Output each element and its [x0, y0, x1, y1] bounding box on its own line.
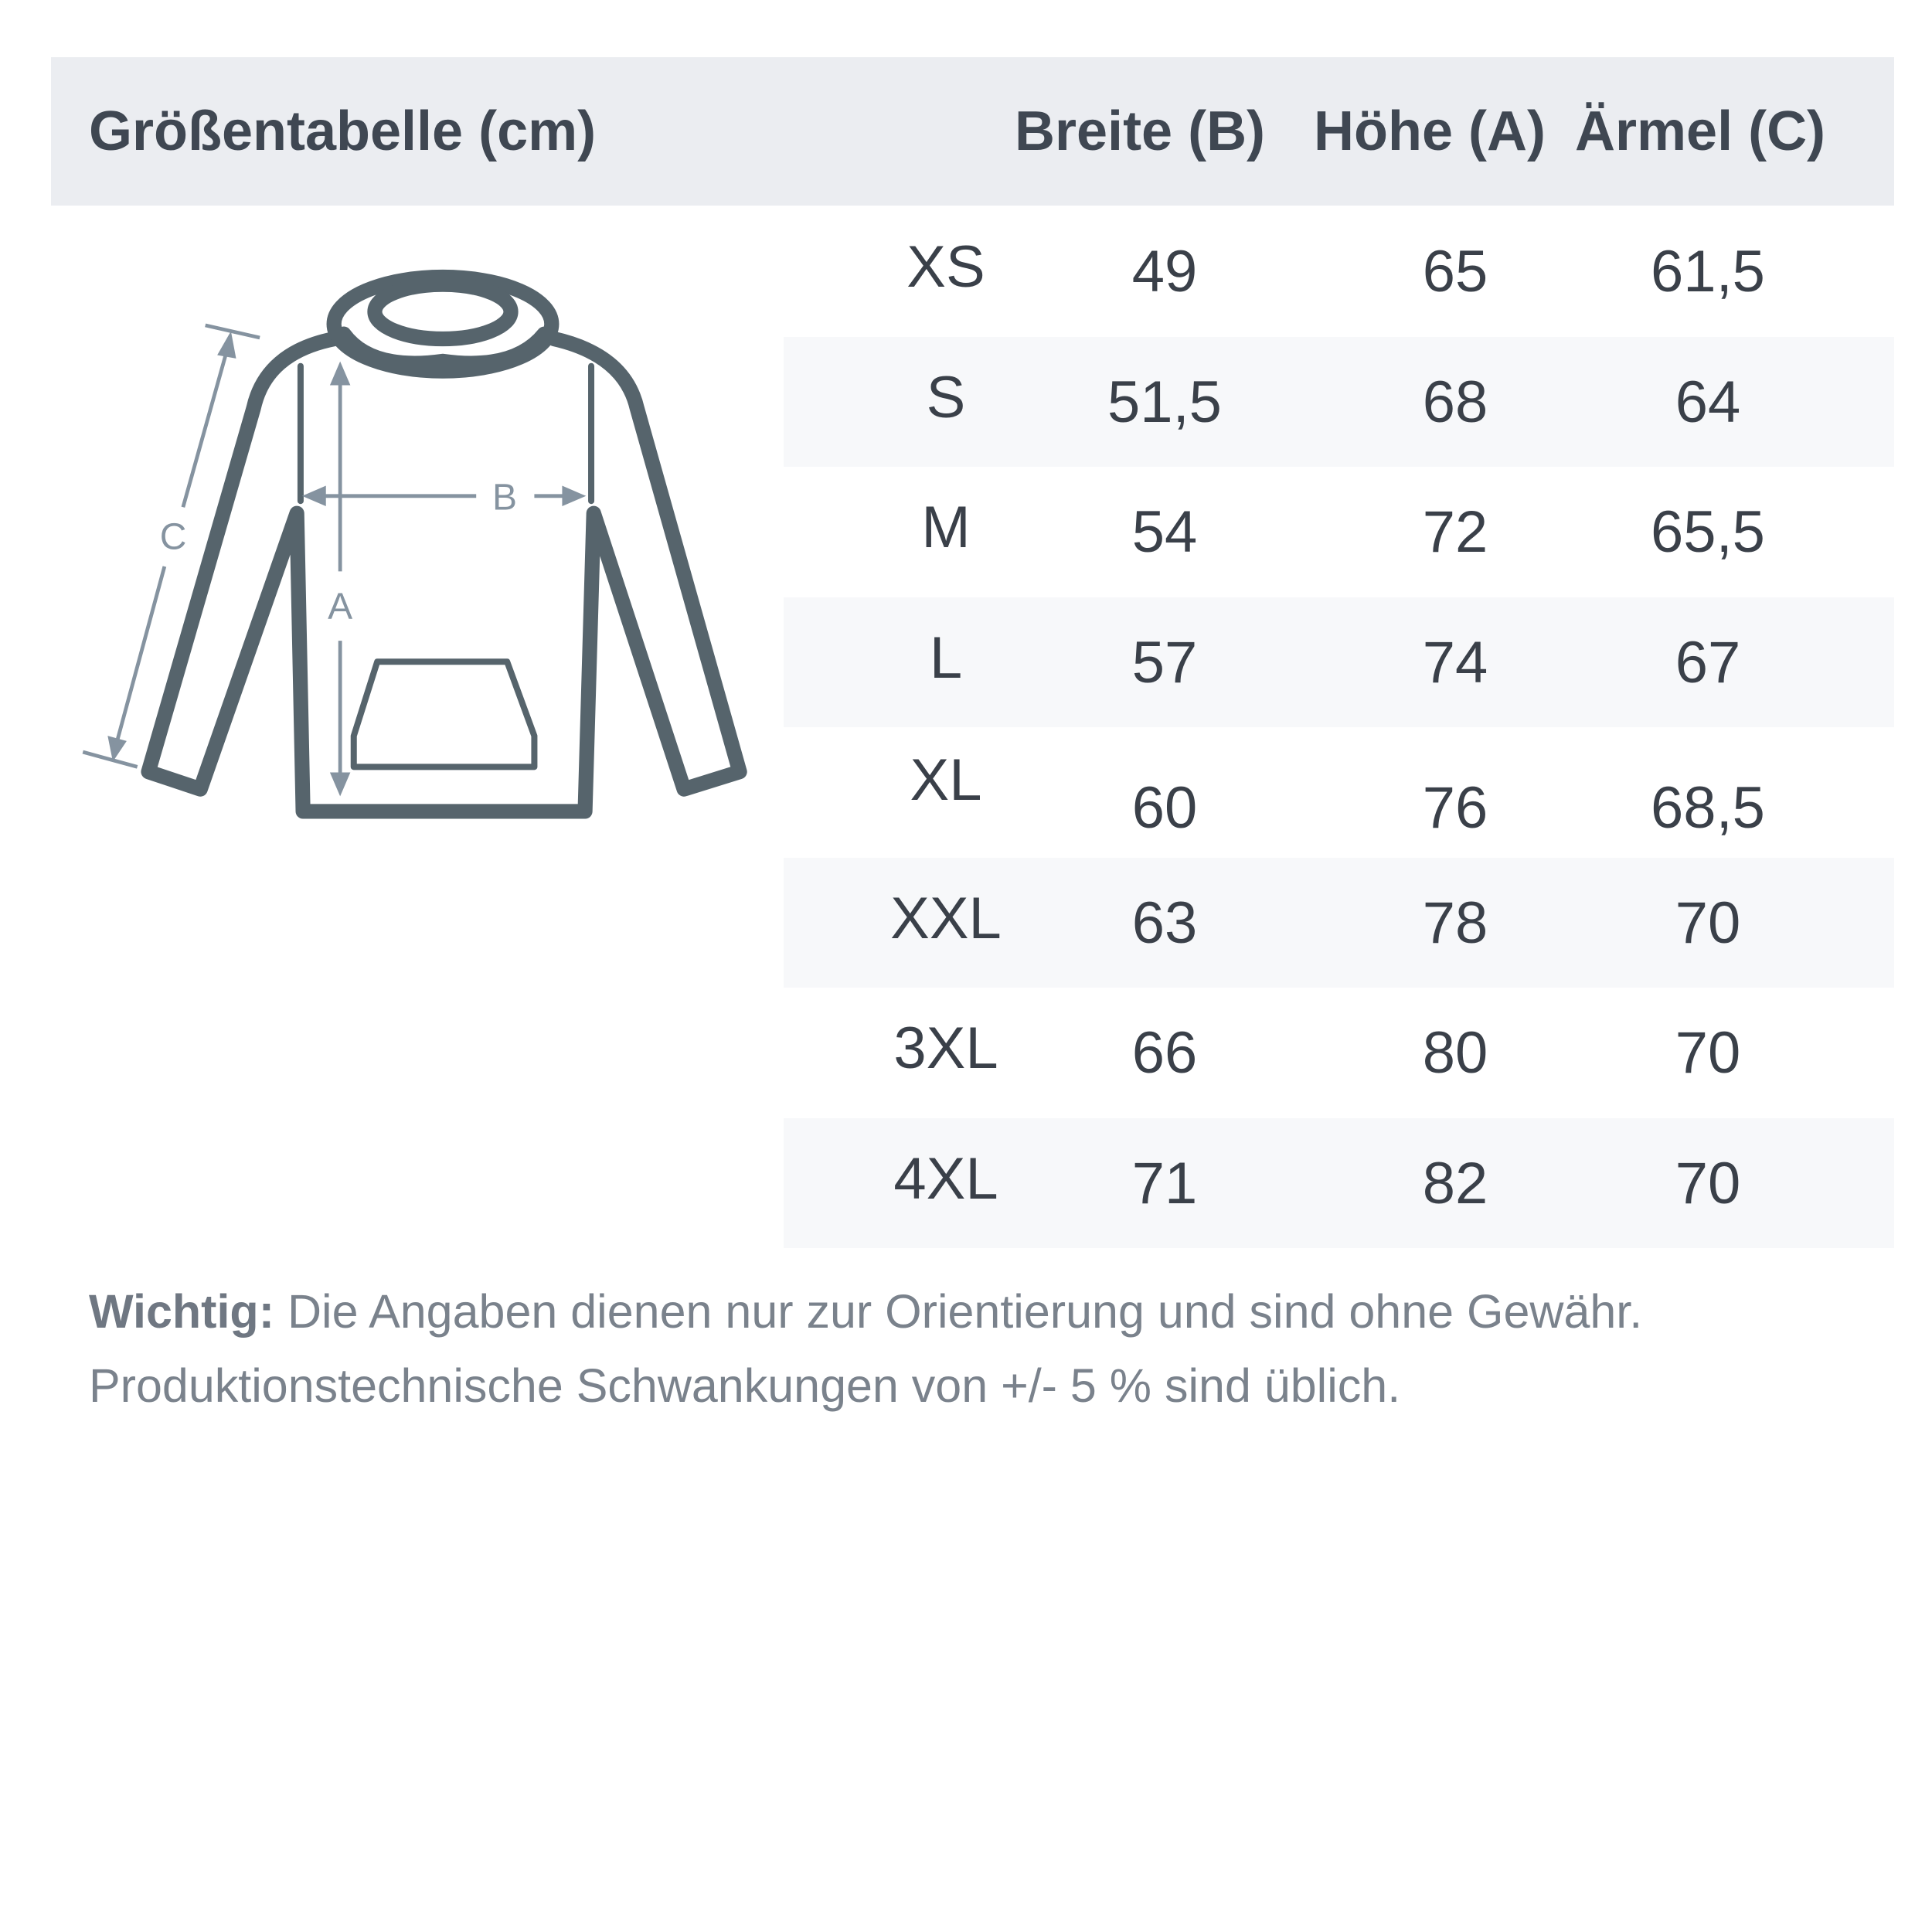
row-stripe — [784, 857, 1894, 988]
cell-aermel: 70 — [1675, 1020, 1741, 1086]
cell-hoehe: 72 — [1422, 499, 1488, 565]
cell-size: 4XL — [893, 1145, 998, 1212]
arrow-head — [301, 485, 326, 507]
arrow-head — [329, 772, 351, 797]
cell-hoehe: 78 — [1422, 889, 1488, 956]
label-a: A — [328, 586, 352, 627]
cell-breite: 66 — [1131, 1020, 1198, 1086]
cell-aermel: 65,5 — [1651, 499, 1765, 565]
column-header-breite: Breite (B) — [1015, 100, 1266, 162]
arrow-head — [217, 331, 236, 359]
cell-aermel: 67 — [1675, 629, 1741, 696]
cell-breite: 49 — [1131, 239, 1198, 304]
cell-breite: 51,5 — [1107, 369, 1222, 435]
note-line-1: Wichtig: Die Angaben dienen nur zur Orie… — [89, 1281, 1642, 1342]
cell-hoehe: 76 — [1422, 775, 1488, 841]
arrow-head — [107, 736, 127, 762]
column-header-aermel: Ärmel (C) — [1575, 100, 1826, 162]
column-header-hoehe: Höhe (A) — [1314, 100, 1546, 162]
cell-aermel: 70 — [1675, 1150, 1741, 1216]
arrow-c-top — [181, 352, 229, 508]
cell-hoehe: 80 — [1422, 1020, 1488, 1086]
arrow-head — [562, 485, 587, 507]
cell-aermel: 61,5 — [1651, 239, 1765, 304]
cell-hoehe: 74 — [1422, 629, 1488, 696]
measure-arrows — [82, 323, 587, 797]
pocket — [350, 658, 538, 770]
cell-size: XXL — [890, 885, 1002, 951]
cell-hoehe: 68 — [1422, 369, 1488, 435]
cell-size: L — [929, 624, 963, 691]
cell-size: M — [921, 495, 971, 560]
hoodie-outline — [141, 269, 747, 819]
page-title: Größentabelle (cm) — [89, 100, 597, 162]
cell-size: XL — [910, 747, 982, 813]
cell-breite: 60 — [1131, 775, 1198, 841]
note-line-2: Produktionstechnische Schwankungen von +… — [89, 1359, 1401, 1412]
note-text: Die Angaben dienen nur zur Orientierung … — [274, 1285, 1643, 1338]
note-bold: Wichtig: — [89, 1285, 275, 1338]
cell-size: XS — [906, 234, 985, 300]
row-stripe — [784, 597, 1894, 727]
cell-aermel: 70 — [1675, 889, 1741, 956]
cell-size: S — [926, 364, 966, 430]
cell-hoehe: 82 — [1422, 1150, 1488, 1216]
row-stripe — [784, 336, 1894, 467]
label-b: B — [492, 477, 517, 518]
arrow-head — [329, 361, 351, 386]
cell-aermel: 68,5 — [1651, 775, 1765, 841]
cell-breite: 63 — [1131, 889, 1198, 956]
row-stripe — [784, 1117, 1894, 1248]
cell-breite: 57 — [1131, 629, 1198, 696]
cell-breite: 71 — [1131, 1150, 1198, 1216]
cell-size: 3XL — [893, 1015, 998, 1081]
label-c: C — [160, 517, 187, 558]
cell-hoehe: 65 — [1422, 239, 1488, 304]
cell-breite: 54 — [1131, 499, 1198, 565]
table-header — [51, 57, 1894, 206]
cell-aermel: 64 — [1675, 369, 1741, 435]
arrow-c-bottom — [115, 566, 167, 740]
